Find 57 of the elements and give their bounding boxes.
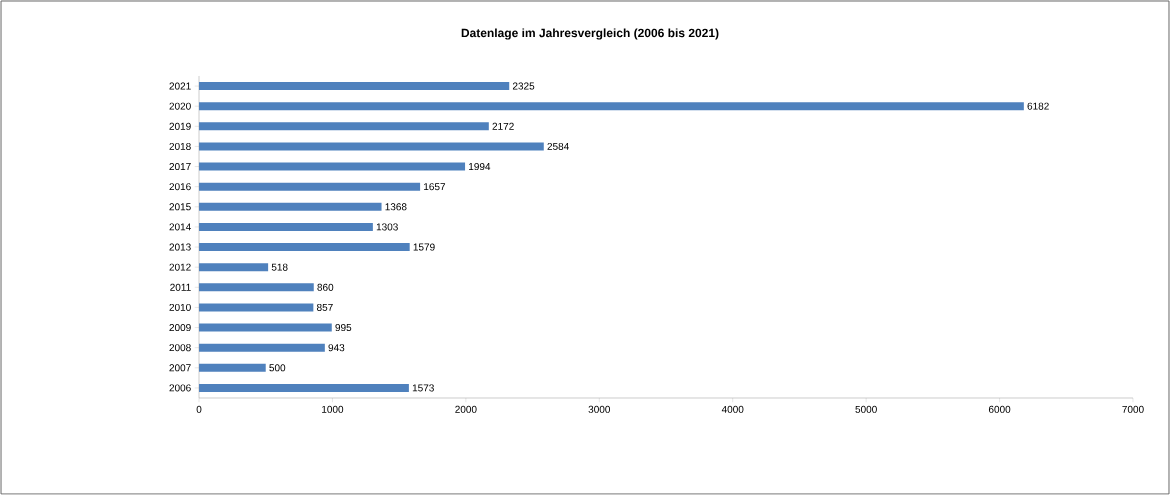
bar (199, 82, 510, 91)
data-label: 6182 (1027, 102, 1049, 110)
data-label: 1579 (413, 243, 435, 251)
x-tick-label: 7000 (1122, 405, 1144, 413)
bar (199, 283, 314, 292)
y-tick-label: 2020 (169, 102, 191, 110)
bar (199, 162, 466, 171)
y-tick-label: 2017 (169, 163, 191, 171)
chart-title: Datenlage im Jahresvergleich (2006 bis 2021) (461, 28, 719, 40)
x-tick-label: 2000 (455, 405, 477, 413)
data-label: 500 (269, 364, 286, 372)
data-label: 995 (335, 324, 352, 332)
y-tick-label: 2014 (169, 223, 191, 231)
y-tick-label: 2021 (169, 82, 191, 90)
data-label: 857 (317, 303, 333, 311)
x-tick-label: 0 (196, 405, 202, 413)
x-tick-label: 1000 (322, 405, 344, 413)
data-label: 2172 (492, 122, 514, 130)
bar (199, 202, 382, 211)
y-tick-label: 2011 (170, 283, 191, 291)
bar (199, 343, 325, 352)
data-label: 2584 (547, 142, 569, 150)
bar (199, 122, 489, 131)
bar (199, 182, 421, 191)
bar (199, 222, 373, 231)
x-tick-label: 4000 (721, 405, 744, 413)
y-tick-label: 2007 (169, 364, 191, 372)
data-label: 1303 (376, 223, 398, 231)
y-tick-label: 2018 (169, 142, 191, 150)
y-tick-label: 2013 (169, 243, 191, 251)
data-label: 2325 (512, 82, 535, 90)
data-label: 1573 (412, 384, 434, 392)
y-tick-label: 2010 (169, 303, 191, 311)
bar (199, 363, 266, 372)
bar (199, 383, 409, 392)
bar (199, 263, 269, 272)
data-label: 860 (317, 283, 334, 291)
data-label: 518 (271, 263, 288, 271)
y-tick-label: 2012 (169, 263, 191, 271)
x-tick-label: 6000 (988, 405, 1011, 413)
bar (199, 102, 1024, 111)
bar (199, 303, 314, 312)
data-label: 1368 (385, 203, 407, 211)
bar (199, 323, 332, 332)
data-label: 1657 (424, 183, 446, 191)
y-tick-label: 2015 (169, 203, 191, 211)
x-tick-label: 5000 (855, 405, 877, 413)
bar (199, 142, 544, 151)
bar (199, 243, 410, 252)
y-tick-label: 2016 (169, 183, 191, 191)
y-tick-label: 2008 (169, 344, 191, 352)
y-tick-label: 2019 (169, 122, 191, 130)
data-label: 1994 (469, 163, 491, 171)
y-tick-label: 2009 (169, 324, 191, 332)
x-tick-label: 3000 (588, 405, 611, 413)
y-tick-label: 2006 (169, 384, 191, 392)
data-label: 943 (328, 344, 345, 352)
